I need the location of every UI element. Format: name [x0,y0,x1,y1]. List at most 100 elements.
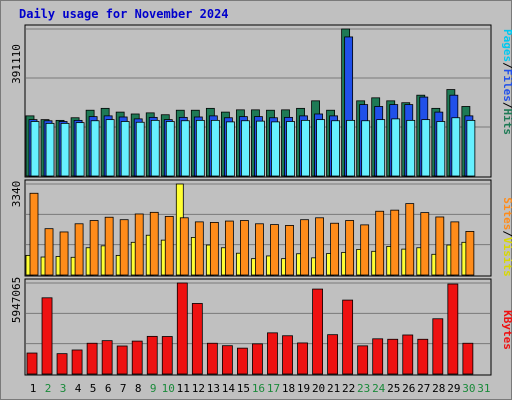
x-tick-label: 18 [282,382,295,395]
sites-bar [435,216,445,276]
kbytes-bar [402,334,414,375]
kbytes-bar [267,332,278,375]
pages-bar [150,119,160,177]
x-tick-label: 6 [105,382,112,395]
sites-bar [134,213,144,276]
x-tick-label: 29 [447,382,460,395]
x-axis-day-labels: 1 2 3 4 5 6 7 8 9 10 11 12 13 14 15 16 17 18 19 20 21 22 23 24 2… [30,382,491,395]
pages-bar [105,119,115,177]
x-tick-label: 1 [30,382,37,395]
x-tick-label: 19 [297,382,310,395]
sites-bar [240,220,249,276]
pages-bar [256,120,265,177]
pages-bar [225,121,235,177]
legend-label: Visits [501,237,512,277]
x-tick-label: 12 [192,382,205,395]
x-tick-label: 24 [372,382,386,395]
sites-bar [209,222,219,276]
sites-bar [29,192,39,276]
pages-bar [391,118,401,177]
pages-bar [316,119,325,177]
sites-bar [179,217,189,276]
bottom-panel-legend: KBytes [501,310,512,350]
kbytes-bar [237,347,248,375]
x-tick-label: 23 [357,382,370,395]
mid-panel-legend: Sites/Visits [501,197,512,277]
pages-bar [436,121,446,177]
sites-bar [315,217,324,276]
sites-bar [450,221,460,276]
legend-label: KBytes [501,310,512,350]
legend-label: Pages [501,29,512,62]
kbytes-bar [101,340,113,375]
chart-title: Daily usage for November 2024 [19,7,229,21]
x-tick-label: 5 [90,382,97,395]
sites-bar [390,209,400,276]
pages-bar [165,121,175,177]
x-tick-label: 9 [150,382,157,395]
x-tick-label: 2 [45,382,52,395]
kbytes-bar [146,335,158,375]
kbytes-bar [26,352,38,375]
x-tick-label: 28 [432,382,445,395]
bar-marks [25,28,476,375]
kbytes-bar [221,345,233,375]
pages-bar [120,121,130,177]
mid-panel-max-label: 3340 [10,181,23,208]
kbytes-bar [71,349,83,375]
pages-bar [45,122,55,177]
kbytes-bar [357,345,369,375]
pages-bar [466,119,476,177]
sites-bar [300,219,309,276]
sites-bar [330,222,340,276]
pages-bar [406,119,416,177]
sites-bar [360,224,370,276]
pages-bar [210,119,220,177]
legend-label: / [501,62,512,69]
kbytes-bar [176,282,188,375]
sites-bar [465,231,475,276]
x-tick-label: 7 [120,382,127,395]
kbytes-bar [387,338,399,375]
kbytes-bar [206,342,218,375]
kbytes-bar [447,283,459,375]
pages-bar [75,122,85,177]
sites-bar [119,219,129,276]
legend-label: Hits [501,109,512,136]
sites-bar [375,210,385,276]
kbytes-bar [327,334,339,375]
kbytes-bar [282,335,293,375]
legend-label: / [501,102,512,109]
pages-bar [451,117,461,177]
sites-bar [104,216,114,276]
sites-bar [44,228,54,276]
kbytes-bar [41,297,53,375]
sites-bar [285,225,294,276]
x-tick-label: 21 [327,382,340,395]
sites-bar [255,223,264,276]
x-tick-label: 10 [162,382,175,395]
sites-bar [59,231,69,276]
kbytes-bar [86,342,98,375]
sites-bar [420,212,430,276]
kbytes-bar [297,342,308,375]
x-tick-label: 30 [462,382,475,395]
x-tick-label: 11 [177,382,190,395]
pages-bar [60,122,70,177]
sites-bar [74,223,84,276]
top-panel-max-label: 391110 [10,44,23,84]
kbytes-bar [131,340,143,375]
x-tick-label: 27 [417,382,430,395]
legend-label: Sites [501,197,512,230]
x-tick-label: 22 [342,382,355,395]
x-tick-label: 15 [237,382,250,395]
kbytes-bar [462,342,474,375]
x-tick-label: 13 [207,382,220,395]
x-tick-label: 8 [135,382,142,395]
kbytes-bar [116,345,128,375]
pages-bar [180,120,190,177]
pages-bar [346,119,356,177]
sites-bar [345,220,355,276]
x-tick-label: 17 [267,382,280,395]
